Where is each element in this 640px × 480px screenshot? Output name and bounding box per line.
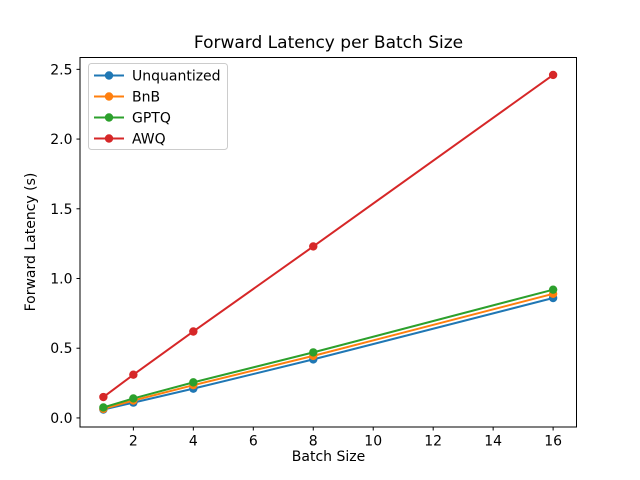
legend: Unquantized BnB GPTQ AWQ <box>88 63 228 150</box>
data-point-awq-x16 <box>548 70 558 80</box>
legend-entry-bnb: BnB <box>94 90 160 106</box>
legend-entry-unquantized: Unquantized <box>94 69 221 85</box>
legend-label: AWQ <box>132 132 166 148</box>
legend-marker-icon <box>104 113 114 122</box>
x-axis-label: Batch Size <box>291 449 366 465</box>
y-tick-label: 2.0 <box>50 132 72 148</box>
y-tick-label: 0.0 <box>50 411 72 427</box>
legend-label: GPTQ <box>132 111 171 127</box>
y-tick-label: 1.0 <box>50 272 72 288</box>
chart-title: Forward Latency per Batch Size <box>193 33 464 53</box>
y-tick-label: 0.5 <box>50 341 72 357</box>
legend-frame <box>88 63 228 150</box>
data-point-gptq-x16 <box>548 285 558 294</box>
x-tick-label: 6 <box>249 434 258 450</box>
legend-label: BnB <box>132 90 160 106</box>
x-tick-label: 16 <box>544 434 562 450</box>
y-tick-label: 1.5 <box>50 202 72 218</box>
series-line-bnb <box>103 292 554 410</box>
legend-marker-icon <box>104 92 114 101</box>
legend-entry-gptq: GPTQ <box>94 111 171 127</box>
data-point-awq-x1 <box>99 392 108 402</box>
data-point-awq-x4 <box>189 327 198 336</box>
data-point-awq-x2 <box>129 370 138 379</box>
legend-entry-awq: AWQ <box>94 132 166 148</box>
x-tick-label: 14 <box>484 434 502 450</box>
x-tick-label: 4 <box>189 434 198 450</box>
x-tick-label: 12 <box>424 434 442 450</box>
series-line-unquantized <box>103 297 554 411</box>
data-point-gptq-x4 <box>189 378 198 387</box>
x-tick-label: 10 <box>364 434 382 450</box>
y-tick-label: 2.5 <box>50 62 72 78</box>
data-point-gptq-x8 <box>309 348 318 357</box>
x-tick-label: 2 <box>129 434 138 450</box>
x-tick-label: 8 <box>309 434 318 450</box>
data-point-awq-x8 <box>309 242 318 251</box>
plot-frame <box>79 57 577 428</box>
data-point-gptq-x1 <box>99 403 108 412</box>
legend-label: Unquantized <box>132 69 221 85</box>
legend-marker-icon <box>104 71 114 80</box>
legend-marker-icon <box>104 134 114 143</box>
y-axis-label: Forward Latency (s) <box>23 172 39 312</box>
data-point-gptq-x2 <box>129 394 138 403</box>
